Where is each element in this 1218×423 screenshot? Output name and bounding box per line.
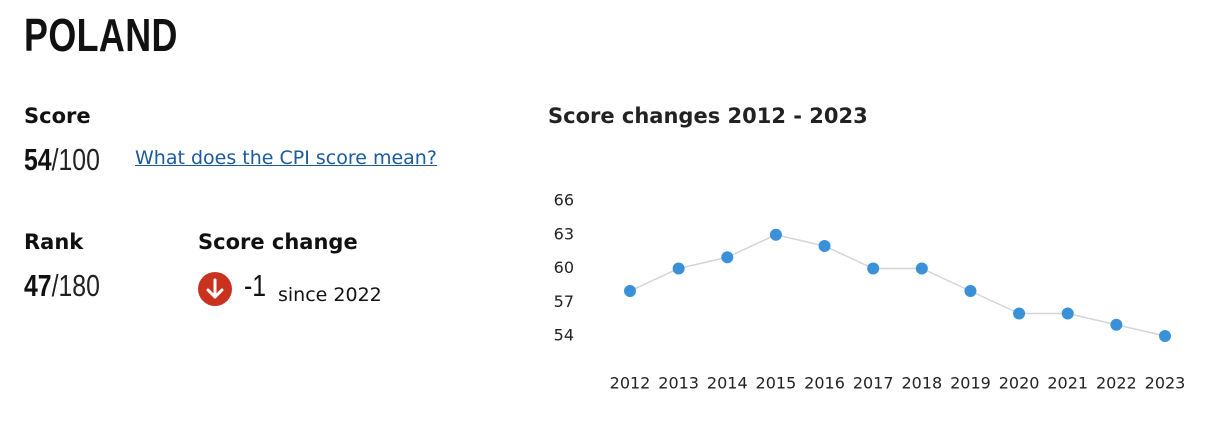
y-tick-label: 60 — [554, 258, 574, 277]
score-label: Score — [24, 104, 91, 128]
x-tick-label: 2014 — [707, 374, 748, 393]
x-tick-label: 2012 — [610, 374, 651, 393]
x-tick-label: 2015 — [756, 374, 797, 393]
country-title: POLAND — [24, 9, 178, 61]
x-tick-label: 2023 — [1145, 374, 1186, 393]
data-point — [1061, 307, 1074, 320]
data-point — [867, 262, 880, 275]
x-tick-label: 2019 — [950, 374, 991, 393]
x-tick-label: 2020 — [999, 374, 1040, 393]
data-point — [818, 240, 831, 252]
x-tick-label: 2016 — [804, 374, 845, 393]
score-max: /100 — [51, 142, 100, 177]
rank-value: 47/180 — [24, 268, 100, 304]
y-tick-label: 54 — [554, 326, 574, 345]
x-tick-label: 2018 — [901, 374, 942, 393]
score-value: 54/100 — [24, 142, 100, 178]
data-point — [964, 285, 977, 297]
score-line — [629, 233, 1166, 337]
x-tick-label: 2021 — [1047, 374, 1088, 393]
x-tick-label: 2022 — [1096, 374, 1137, 393]
y-tick-label: 63 — [554, 224, 574, 243]
data-point — [624, 285, 636, 297]
score-change-value: -1 — [244, 268, 267, 303]
x-tick-label: 2013 — [658, 374, 699, 393]
score-change-since: since 2022 — [278, 284, 382, 306]
data-point — [1013, 307, 1026, 320]
data-point — [1159, 330, 1171, 342]
x-tick-label: 2017 — [853, 374, 894, 393]
y-tick-label: 57 — [554, 292, 574, 311]
rank-number: 47 — [24, 268, 52, 303]
data-point — [769, 228, 782, 241]
y-tick-label: 66 — [554, 191, 574, 210]
rank-max: /180 — [51, 268, 100, 303]
chart-title: Score changes 2012 - 2023 — [548, 104, 868, 128]
data-point — [1110, 318, 1123, 331]
score-change-label: Score change — [198, 230, 358, 254]
data-point — [672, 262, 685, 275]
score-number: 54 — [24, 142, 52, 177]
data-point — [915, 262, 928, 275]
score-info-link[interactable]: What does the CPI score mean? — [135, 147, 437, 169]
rank-label: Rank — [24, 230, 84, 254]
chart: Score changes 2012 - 2023 54 57 60 63 66 2012… — [548, 104, 1186, 393]
down-arrow-icon — [198, 272, 232, 306]
data-point — [721, 251, 734, 264]
